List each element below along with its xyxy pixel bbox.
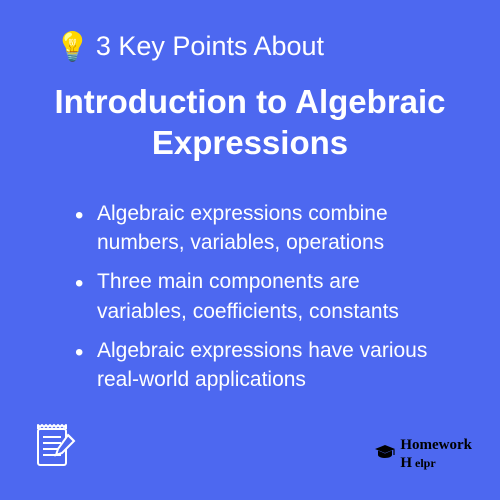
graduation-cap-icon [374,444,396,465]
brand-text: Homework Helpr [400,436,472,472]
header: 💡 3 Key Points About [55,30,465,63]
subtitle: 3 Key Points About [96,31,324,62]
list-item: Three main components are variables, coe… [75,267,445,326]
lightbulb-icon: 💡 [55,30,90,63]
list-item: Algebraic expressions combine numbers, v… [75,199,445,258]
key-points-list: Algebraic expressions combine numbers, v… [35,199,465,395]
notepad-pencil-icon [28,417,84,478]
page-title: Introduction to Algebraic Expressions [35,81,465,164]
list-item: Algebraic expressions have various real-… [75,336,445,395]
brand-logo: Homework Helpr [374,436,472,472]
